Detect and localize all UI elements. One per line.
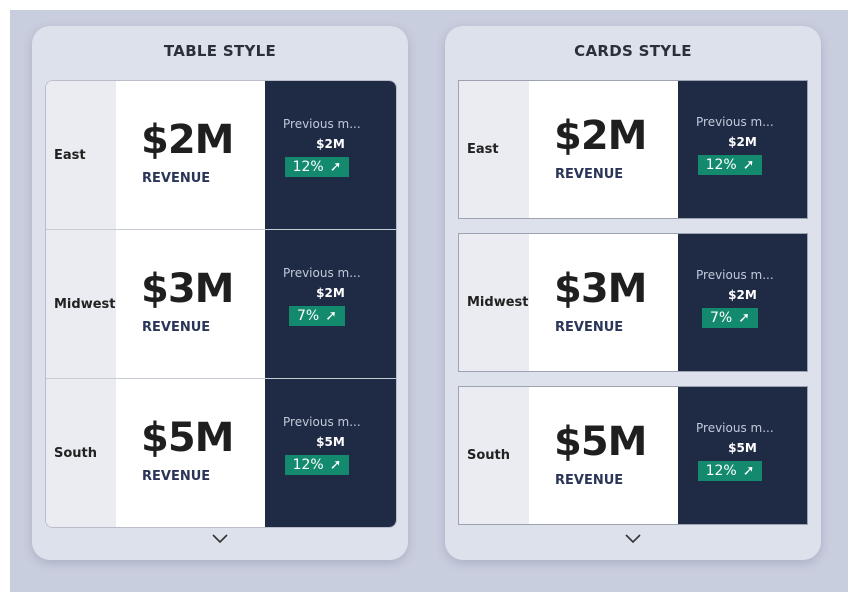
- comparison-cell: Previous m... $2M 7% ➚: [678, 234, 807, 371]
- change-percent: 12%: [705, 157, 737, 173]
- previous-month-value: $2M: [728, 135, 757, 149]
- change-badge: 7% ➚: [702, 308, 758, 328]
- arrow-up-right-icon: ➚: [742, 463, 755, 479]
- previous-month-value: $5M: [728, 441, 757, 455]
- panel-title: TABLE STYLE: [163, 42, 277, 60]
- previous-month-value: $2M: [728, 288, 757, 302]
- change-badge: 7% ➚: [289, 306, 345, 326]
- revenue-cell: $2M REVENUE: [529, 81, 678, 218]
- arrow-up-right-icon: ➚: [329, 457, 342, 473]
- previous-month-label: Previous m...: [283, 117, 361, 131]
- arrow-up-right-icon: ➚: [329, 159, 342, 175]
- cards-style-panel: CARDS STYLE East $2M REVENUE Previous m.…: [445, 26, 821, 560]
- region-label: South: [46, 379, 116, 527]
- revenue-cell: $5M REVENUE: [529, 387, 678, 524]
- previous-month-label: Previous m...: [696, 115, 774, 129]
- comparison-cell: Previous m... $2M 7% ➚: [265, 230, 396, 378]
- revenue-label: REVENUE: [142, 320, 211, 335]
- revenue-cell: $2M REVENUE: [116, 81, 265, 229]
- region-label: Midwest: [46, 230, 116, 378]
- revenue-cell: $3M REVENUE: [529, 234, 678, 371]
- report-canvas: TABLE STYLE East $2M REVENUE Previous m.…: [10, 10, 848, 592]
- change-badge: 12% ➚: [285, 455, 349, 475]
- region-label: South: [459, 387, 529, 524]
- previous-month-label: Previous m...: [283, 415, 361, 429]
- revenue-value: $2M: [554, 113, 647, 159]
- previous-month-value: $2M: [316, 137, 345, 151]
- region-label: Midwest: [459, 234, 529, 371]
- previous-month-label: Previous m...: [283, 266, 361, 280]
- arrow-up-right-icon: ➚: [738, 310, 750, 326]
- revenue-value: $3M: [554, 266, 647, 312]
- revenue-card[interactable]: Midwest $3M REVENUE Previous m... $2M 7%…: [458, 233, 808, 372]
- change-percent: 7%: [710, 310, 733, 326]
- comparison-cell: Previous m... $5M 12% ➚: [678, 387, 807, 524]
- change-percent: 7%: [297, 308, 320, 324]
- revenue-label: REVENUE: [555, 320, 624, 335]
- table-row[interactable]: South $5M REVENUE Previous m... $5M 12% …: [46, 379, 396, 527]
- revenue-label: REVENUE: [142, 171, 211, 186]
- revenue-label: REVENUE: [555, 167, 624, 182]
- chevron-down-icon[interactable]: [625, 534, 641, 544]
- region-label: East: [46, 81, 116, 229]
- revenue-value: $5M: [141, 415, 234, 461]
- previous-month-label: Previous m...: [696, 268, 774, 282]
- revenue-value: $3M: [141, 266, 234, 312]
- comparison-cell: Previous m... $5M 12% ➚: [265, 379, 396, 527]
- revenue-value: $5M: [554, 419, 647, 465]
- comparison-cell: Previous m... $2M 12% ➚: [678, 81, 807, 218]
- revenue-card[interactable]: South $5M REVENUE Previous m... $5M 12% …: [458, 386, 808, 525]
- revenue-label: REVENUE: [142, 469, 211, 484]
- table-row[interactable]: East $2M REVENUE Previous m... $2M 12% ➚: [46, 81, 396, 230]
- region-label: East: [459, 81, 529, 218]
- revenue-card[interactable]: East $2M REVENUE Previous m... $2M 12% ➚: [458, 80, 808, 219]
- revenue-cell: $3M REVENUE: [116, 230, 265, 378]
- table-style-panel: TABLE STYLE East $2M REVENUE Previous m.…: [32, 26, 408, 560]
- revenue-cell: $5M REVENUE: [116, 379, 265, 527]
- panel-title: CARDS STYLE: [574, 42, 692, 60]
- comparison-cell: Previous m... $2M 12% ➚: [265, 81, 396, 229]
- revenue-label: REVENUE: [555, 473, 624, 488]
- previous-month-label: Previous m...: [696, 421, 774, 435]
- change-badge: 12% ➚: [698, 461, 762, 481]
- table-row[interactable]: Midwest $3M REVENUE Previous m... $2M 7%…: [46, 230, 396, 379]
- change-percent: 12%: [292, 457, 324, 473]
- arrow-up-right-icon: ➚: [325, 308, 337, 324]
- change-badge: 12% ➚: [698, 155, 762, 175]
- previous-month-value: $5M: [316, 435, 345, 449]
- revenue-table[interactable]: East $2M REVENUE Previous m... $2M 12% ➚…: [45, 80, 397, 528]
- change-percent: 12%: [292, 159, 324, 175]
- change-percent: 12%: [705, 463, 737, 479]
- revenue-value: $2M: [141, 117, 234, 163]
- previous-month-value: $2M: [316, 286, 345, 300]
- change-badge: 12% ➚: [285, 157, 349, 177]
- arrow-up-right-icon: ➚: [742, 157, 755, 173]
- chevron-down-icon[interactable]: [212, 534, 228, 544]
